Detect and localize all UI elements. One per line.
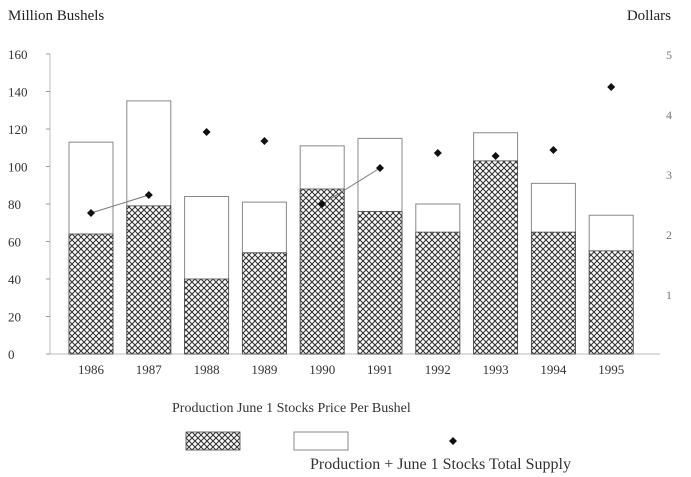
x-tick-label: 1994 [540, 362, 567, 377]
x-tick-label: 1986 [78, 362, 105, 377]
y2-tick-label: 1 [666, 288, 672, 302]
price-point [87, 209, 95, 217]
price-point [607, 83, 616, 91]
price-point [260, 137, 269, 145]
y-tick-label: 100 [8, 160, 28, 175]
price-point [318, 200, 327, 208]
x-tick-label: 1992 [425, 362, 451, 377]
x-tick-label: 1989 [251, 362, 277, 377]
bar-production [531, 231, 576, 355]
y2-tick-label: 3 [666, 168, 672, 182]
price-point [202, 128, 211, 136]
price-connector [90, 194, 149, 214]
y2-tick-label: 2 [666, 228, 672, 242]
legend-swatch-price [449, 437, 457, 445]
y-tick-label: 140 [8, 85, 28, 100]
x-tick-label: 1991 [367, 362, 393, 377]
bar-production [473, 160, 519, 355]
bar-production [184, 278, 230, 355]
bar-production [357, 211, 403, 355]
legend-captions-2: Production + June 1 Stocks Total Supply [310, 456, 571, 473]
x-tick-label: 1988 [194, 362, 220, 377]
y2-tick-label: 5 [666, 48, 672, 62]
y2-tick-label: 4 [666, 108, 672, 122]
price-point [549, 146, 558, 154]
bar-production [588, 250, 634, 355]
price-point [491, 152, 500, 160]
y-tick-label: 0 [8, 347, 15, 362]
y-tick-label: 120 [8, 122, 28, 137]
y-tick-label: 60 [8, 235, 21, 250]
bar-production [68, 233, 114, 355]
bar-production [126, 205, 172, 355]
price-point [376, 164, 384, 172]
x-tick-label: 1993 [483, 362, 509, 377]
x-tick-label: 1990 [309, 362, 335, 377]
legend-captions: Production June 1 Stocks Price Per Bushe… [172, 401, 411, 416]
y-tick-label: 20 [8, 310, 21, 325]
legend-swatch-production [185, 431, 241, 451]
y-tick-label: 80 [8, 197, 21, 212]
price-point [144, 191, 153, 199]
price-point [433, 149, 442, 157]
y-axis-title: Million Bushels [8, 8, 105, 24]
x-tick-label: 1987 [136, 362, 163, 377]
x-tick-label: 1995 [598, 362, 624, 377]
bar-production [415, 231, 461, 355]
y-tick-label: 160 [8, 47, 28, 62]
y2-axis-title: Dollars [626, 8, 671, 24]
legend-swatch-total-supply [293, 431, 349, 451]
price-connector [321, 167, 381, 205]
bar-production [241, 252, 287, 355]
bar-production [299, 188, 345, 355]
y-tick-label: 40 [8, 272, 21, 287]
